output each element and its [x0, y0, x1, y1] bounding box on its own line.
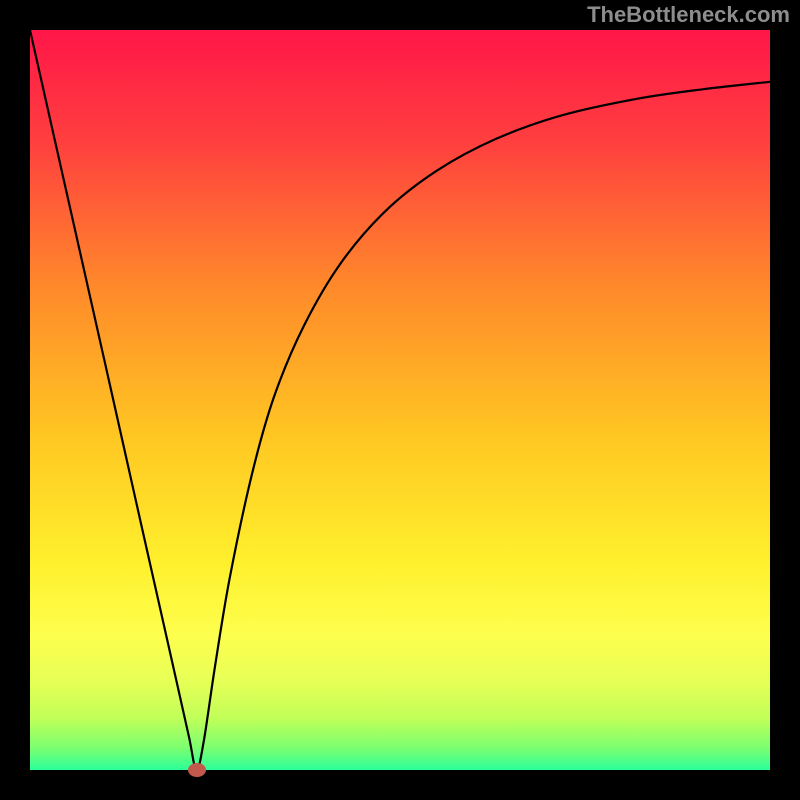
chart-container: TheBottleneck.com: [0, 0, 800, 800]
curve-svg: [30, 30, 770, 770]
curve-path: [30, 30, 770, 770]
plot-area: [30, 30, 770, 770]
min-marker: [188, 763, 206, 777]
watermark-text: TheBottleneck.com: [587, 2, 790, 28]
